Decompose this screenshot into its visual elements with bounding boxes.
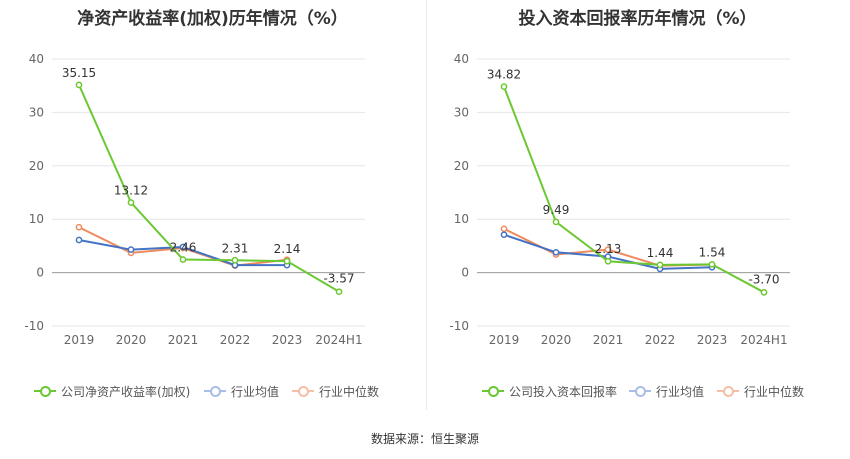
x-tick-label: 2022 bbox=[645, 333, 676, 347]
legend-item-mean[interactable]: 行业均值 bbox=[204, 382, 279, 400]
y-tick-label: 40 bbox=[454, 52, 469, 66]
y-tick-label: 0 bbox=[461, 266, 469, 280]
legend-label: 行业均值 bbox=[656, 384, 705, 399]
x-tick-label: 2023 bbox=[272, 333, 303, 347]
data-point bbox=[604, 257, 612, 265]
legend-item-company[interactable]: 公司净资产收益率(加权) bbox=[34, 382, 190, 400]
roic-line-chart: -10 0 10 20 30 40 2019 2020 2021 2022 2023 2024H1 34… bbox=[449, 52, 790, 347]
chart-legend: 公司投入资本回报率 行业均值 行业中位数 bbox=[425, 382, 850, 400]
legend-marker-company bbox=[482, 385, 504, 397]
legend-item-median[interactable]: 行业中位数 bbox=[292, 382, 379, 400]
data-point bbox=[127, 246, 135, 253]
y-tick-label: 0 bbox=[36, 266, 44, 280]
roic-chart-panel: 投入资本回报率历年情况（%） -10 0 10 20 30 40 2019 2020 2021 2… bbox=[425, 0, 850, 410]
roe-line-chart: -10 0 10 20 30 40 2019 2020 2021 2022 2023 2024H1 35… bbox=[24, 52, 365, 347]
y-tick-label: 10 bbox=[29, 212, 44, 226]
data-point bbox=[127, 199, 135, 206]
data-label: -3.70 bbox=[748, 272, 779, 286]
legend-label: 公司投入资本回报率 bbox=[509, 384, 618, 399]
roe-chart-panel: 净资产收益率(加权)历年情况（%） -10 0 10 20 30 40 2019 2020 20… bbox=[0, 0, 425, 410]
series-line bbox=[503, 86, 765, 294]
data-point bbox=[500, 83, 508, 91]
legend-label: 公司净资产收益率(加权) bbox=[61, 384, 191, 399]
data-point bbox=[179, 243, 187, 251]
data-point bbox=[75, 81, 83, 89]
y-tick-label: 10 bbox=[454, 212, 469, 226]
x-tick-label: 2019 bbox=[64, 333, 95, 347]
legend-marker-mean bbox=[629, 385, 651, 397]
chart-title: 净资产收益率(加权)历年情况（%） bbox=[77, 9, 348, 29]
data-point bbox=[335, 288, 343, 296]
y-tick-label: 30 bbox=[29, 105, 44, 119]
data-label: 1.54 bbox=[699, 245, 726, 259]
x-tick-label: 2021 bbox=[168, 333, 199, 347]
legend-marker-median bbox=[717, 385, 739, 397]
chart-legend: 公司净资产收益率(加权) 行业均值 行业中位数 bbox=[0, 382, 425, 400]
x-tick-label: 2019 bbox=[489, 333, 520, 347]
legend-item-mean[interactable]: 行业均值 bbox=[629, 382, 704, 400]
data-label: 2.14 bbox=[274, 242, 301, 256]
legend-item-company[interactable]: 公司投入资本回报率 bbox=[482, 382, 617, 400]
data-point bbox=[604, 246, 612, 253]
data-label: 35.15 bbox=[62, 66, 96, 80]
data-point bbox=[75, 236, 83, 244]
x-tick-label: 2021 bbox=[593, 333, 624, 347]
y-tick-label: -10 bbox=[449, 319, 469, 333]
legend-label: 行业中位数 bbox=[319, 384, 380, 399]
data-source-note: 数据来源：恒生聚源 bbox=[370, 432, 479, 446]
data-label: -3.57 bbox=[323, 272, 354, 286]
chart-title: 投入资本回报率历年情况（%） bbox=[518, 9, 757, 29]
legend-item-median[interactable]: 行业中位数 bbox=[717, 382, 804, 400]
data-point bbox=[500, 231, 508, 239]
data-point bbox=[656, 261, 664, 269]
y-tick-label: 20 bbox=[454, 159, 469, 173]
y-tick-label: -10 bbox=[24, 319, 44, 333]
data-label: 34.82 bbox=[487, 68, 521, 82]
data-point bbox=[552, 248, 560, 256]
y-tick-label: 20 bbox=[29, 159, 44, 173]
legend-label: 行业均值 bbox=[231, 384, 280, 399]
data-point bbox=[708, 261, 716, 268]
x-tick-label: 2024H1 bbox=[315, 333, 362, 347]
x-tick-label: 2020 bbox=[541, 333, 572, 347]
data-label: 2.13 bbox=[595, 242, 622, 256]
data-point bbox=[75, 223, 83, 231]
panel-divider bbox=[426, 0, 427, 410]
data-label: 2.46 bbox=[170, 240, 197, 254]
x-tick-label: 2020 bbox=[116, 333, 147, 347]
data-point bbox=[760, 289, 768, 296]
data-label: 1.44 bbox=[647, 246, 674, 260]
data-point bbox=[179, 256, 187, 263]
data-label: 2.31 bbox=[222, 241, 249, 255]
data-label: 9.49 bbox=[543, 203, 570, 217]
x-tick-label: 2024H1 bbox=[740, 333, 787, 347]
legend-marker-mean bbox=[204, 385, 226, 397]
y-tick-label: 40 bbox=[29, 52, 44, 66]
x-tick-label: 2022 bbox=[220, 333, 251, 347]
legend-marker-median bbox=[292, 385, 314, 397]
legend-label: 行业中位数 bbox=[744, 384, 805, 399]
data-point bbox=[231, 256, 239, 264]
data-point bbox=[283, 257, 291, 265]
series-line bbox=[78, 84, 340, 293]
data-point bbox=[500, 225, 508, 233]
data-label: 13.12 bbox=[114, 184, 148, 198]
legend-marker-company bbox=[34, 385, 56, 397]
y-tick-label: 30 bbox=[454, 105, 469, 119]
data-point bbox=[552, 218, 560, 226]
x-tick-label: 2023 bbox=[697, 333, 728, 347]
